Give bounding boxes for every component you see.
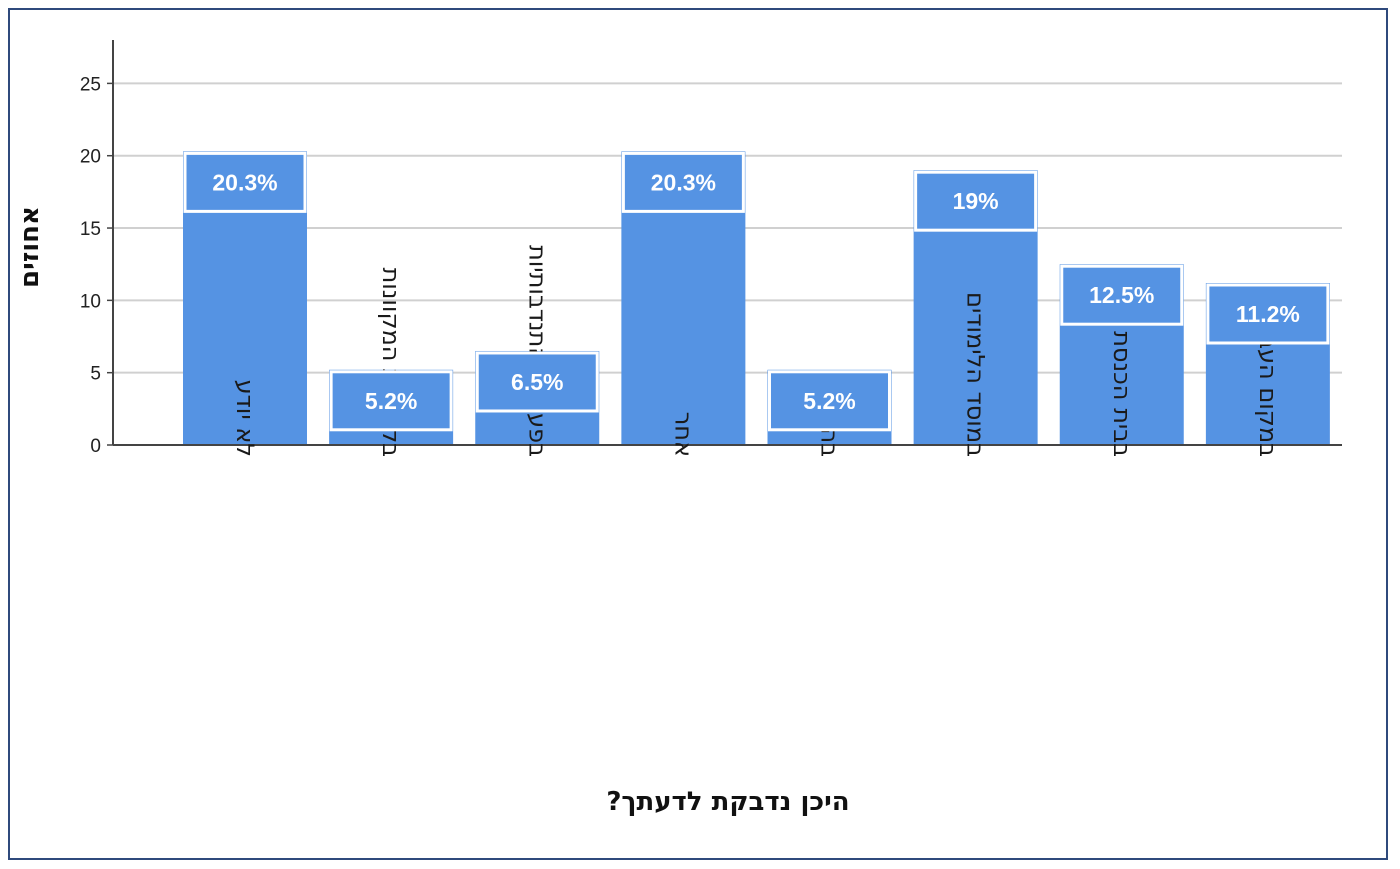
data-label: 12.5% xyxy=(1089,282,1154,308)
y-tick-label: 0 xyxy=(90,436,101,457)
y-tick-label: 25 xyxy=(80,74,101,95)
data-label: 20.3% xyxy=(212,169,277,195)
data-label-box xyxy=(1206,283,1330,345)
y-axis-title: אחוזים xyxy=(15,206,45,288)
data-label: 11.2% xyxy=(1236,301,1300,327)
data-label: 20.3% xyxy=(651,169,716,195)
data-label: 6.5% xyxy=(511,369,563,395)
category-label: בבית הכנסת xyxy=(1108,331,1136,457)
data-label-box xyxy=(183,151,307,213)
data-label-box xyxy=(1060,264,1184,326)
axes xyxy=(112,40,1342,446)
data-label-box xyxy=(621,151,745,213)
data-label: 19% xyxy=(953,188,999,214)
x-axis-title: היכן נדבקת לדעתך? xyxy=(606,787,849,817)
y-tick-label: 20 xyxy=(80,147,101,168)
data-labels: 20.3% 5.2% 6.5% 20.3% 5.2% 19% 12.5% 11.2% xyxy=(183,151,1330,432)
data-label-box xyxy=(475,351,599,413)
y-tick-labels: 0 5 10 15 20 25 xyxy=(80,74,113,457)
y-tick-label: 10 xyxy=(80,291,101,312)
y-tick-label: 15 xyxy=(80,219,101,240)
data-label-box xyxy=(768,370,891,432)
data-label-box xyxy=(329,370,453,432)
data-label-box xyxy=(914,170,1038,232)
category-label: במוסד הלימודים xyxy=(962,292,990,457)
category-label: לא יודע xyxy=(231,380,259,457)
y-tick-label: 5 xyxy=(90,364,101,385)
chart-frame: 0 5 10 15 20 25 לא יודע בקהילות המקוונות בפעולו… xyxy=(8,8,1388,860)
category-label: בפעולות התנדבותיות xyxy=(523,245,551,457)
category-label: אחר xyxy=(669,412,697,457)
data-label: 5.2% xyxy=(803,388,855,414)
data-label: 5.2% xyxy=(365,388,417,414)
